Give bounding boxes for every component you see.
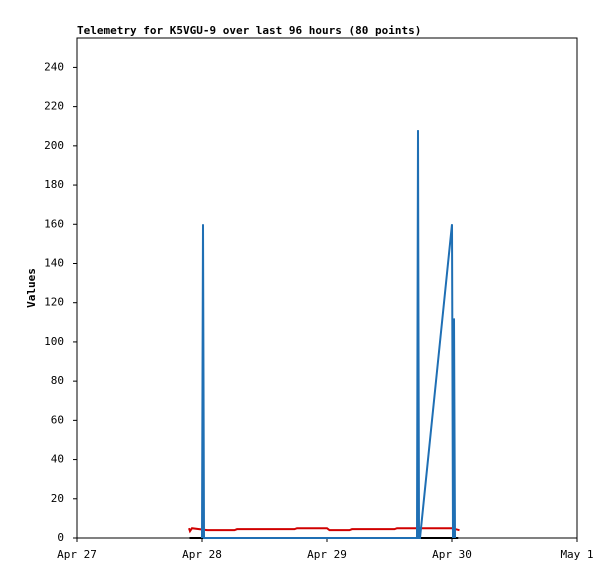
x-tick-label: Apr 29: [307, 548, 347, 561]
y-axis-label: Values: [25, 268, 38, 308]
y-tick-label: 140: [44, 256, 64, 269]
y-tick-label: 120: [44, 296, 64, 309]
y-tick-label: 160: [44, 217, 64, 230]
y-tick-label: 240: [44, 60, 64, 73]
y-tick-label: 200: [44, 139, 64, 152]
y-tick-label: 220: [44, 100, 64, 113]
y-tick-label: 20: [51, 492, 64, 505]
x-tick-label: Apr 28: [182, 548, 222, 561]
x-tick-label: Apr 27: [57, 548, 97, 561]
x-tick-label: Apr 30: [432, 548, 472, 561]
series-line: [201, 130, 456, 539]
y-tick-label: 180: [44, 178, 64, 191]
x-tick-label: May 1: [560, 548, 593, 561]
series-line: [188, 527, 460, 534]
chart-title: Telemetry for K5VGU-9 over last 96 hours…: [77, 24, 421, 37]
plot-frame: [76, 37, 578, 539]
y-tick-label: 0: [57, 531, 64, 544]
y-tick-label: 100: [44, 335, 64, 348]
y-tick-label: 40: [51, 453, 64, 466]
y-tick-label: 80: [51, 374, 64, 387]
y-tick-label: 60: [51, 413, 64, 426]
